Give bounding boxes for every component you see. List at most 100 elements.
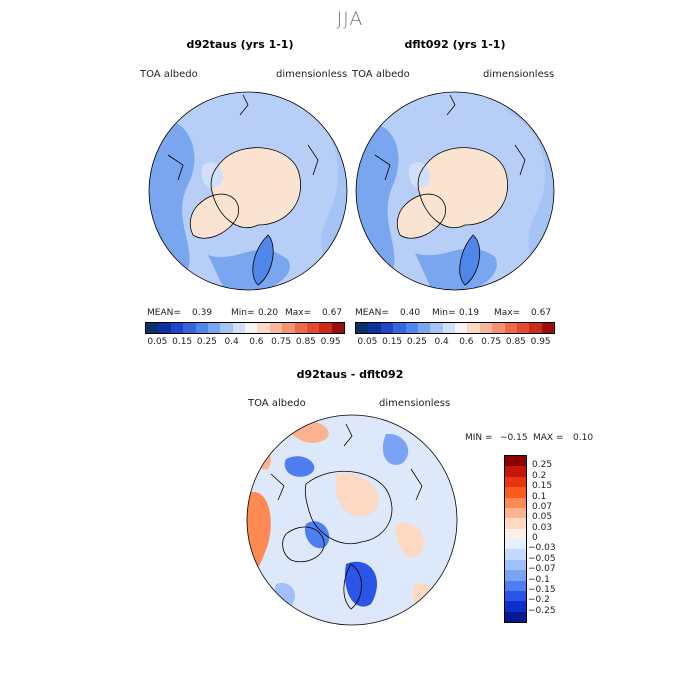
colorbar-swatch (380, 323, 394, 333)
colorbar-label: −0.05 (528, 553, 556, 564)
colorbar-swatch (455, 323, 468, 333)
panel2-colorbar-ticks: 0.05 0.15 0.25 0.4 0.6 0.75 0.85 0.95 (355, 337, 553, 349)
diff-max-label: MAX = (533, 433, 564, 443)
colorbar-swatch (356, 323, 369, 333)
panel2-max-value: 0.67 (531, 308, 552, 318)
colorbar-swatch (257, 323, 270, 333)
colorbar-tick-label: 0.25 (196, 337, 217, 347)
panel2-title: dflt092 (yrs 1-1) (404, 38, 506, 51)
panel1-colorbar (145, 322, 345, 334)
colorbar-swatch (405, 323, 418, 333)
colorbar-tick-label: 0.15 (382, 337, 403, 347)
colorbar-swatch (479, 323, 493, 333)
panel2-colorbar (355, 322, 555, 334)
diff-polar-map (246, 414, 458, 626)
colorbar-swatch (269, 323, 283, 333)
panel1-min-label: Min= (231, 308, 255, 318)
colorbar-swatch (505, 580, 526, 591)
colorbar-tick-label: 0.05 (147, 337, 168, 347)
diff-colorbar (504, 455, 527, 623)
colorbar-swatch (417, 323, 431, 333)
colorbar-tick-label: 0.6 (459, 337, 474, 347)
colorbar-label: 0.03 (532, 522, 553, 533)
colorbar-swatch (505, 601, 526, 612)
colorbar-tick-label: 0.25 (406, 337, 427, 347)
panel2-mean-value: 0.40 (400, 308, 421, 318)
colorbar-swatch (505, 456, 526, 467)
colorbar-tick-label: 0.75 (481, 337, 502, 347)
panel2-units-label: dimensionless (483, 69, 555, 80)
diff-min-label: MIN = (465, 433, 493, 443)
colorbar-swatch (232, 323, 245, 333)
colorbar-label: −0.15 (528, 584, 556, 595)
colorbar-label: 0.05 (532, 512, 553, 523)
colorbar-swatch (294, 323, 307, 333)
colorbar-label: −0.03 (528, 543, 556, 554)
diff-panel-title: d92taus - dflt092 (296, 368, 404, 381)
colorbar-swatch (319, 323, 332, 333)
colorbar-swatch (529, 323, 542, 333)
colorbar-swatch (442, 323, 455, 333)
colorbar-label: −0.1 (528, 574, 550, 585)
season-title: JJA (336, 8, 364, 30)
panel2-min-value: 0.19 (459, 308, 480, 318)
colorbar-tick-label: 0.95 (320, 337, 341, 347)
panel1-title: d92taus (yrs 1-1) (186, 38, 294, 51)
diff-max-value: 0.10 (573, 433, 594, 443)
colorbar-swatch (541, 323, 554, 333)
colorbar-tick-label: 0.85 (295, 337, 316, 347)
colorbar-swatch (170, 323, 184, 333)
panel1-max-label: Max= (285, 308, 312, 318)
colorbar-swatch (505, 549, 526, 560)
colorbar-label: −0.07 (528, 564, 556, 575)
colorbar-tick-label: 0.4 (224, 337, 239, 347)
colorbar-swatch (331, 323, 344, 333)
panel2-field-label: TOA albedo (352, 69, 410, 80)
colorbar-swatch (207, 323, 221, 333)
colorbar-swatch (430, 323, 443, 333)
colorbar-swatch (393, 323, 406, 333)
diff-units-label: dimensionless (379, 398, 451, 409)
colorbar-swatch (516, 323, 530, 333)
colorbar-swatch (183, 323, 196, 333)
panel1-units-label: dimensionless (276, 69, 348, 80)
diff-field-label: TOA albedo (248, 398, 306, 409)
panel2-max-label: Max= (494, 308, 521, 318)
panel1-colorbar-ticks: 0.05 0.15 0.25 0.4 0.6 0.75 0.85 0.95 (145, 337, 343, 349)
panel1-mean-value: 0.39 (192, 308, 213, 318)
colorbar-label: −0.2 (528, 595, 550, 606)
colorbar-swatch (245, 323, 258, 333)
colorbar-swatch (467, 323, 480, 333)
colorbar-swatch (368, 323, 381, 333)
colorbar-swatch (306, 323, 320, 333)
colorbar-swatch (492, 323, 505, 333)
panel2-min-label: Min= (432, 308, 456, 318)
colorbar-swatch (146, 323, 159, 333)
colorbar-tick-label: 0.15 (172, 337, 193, 347)
colorbar-swatch (505, 590, 526, 602)
colorbar-label: −0.25 (528, 605, 556, 616)
colorbar-swatch (282, 323, 295, 333)
colorbar-tick-label: 0.75 (271, 337, 292, 347)
diff-colorbar-labels: 0.25 0.2 0.15 0.1 0.07 0.05 0.03 0 −0.03 −0.05 −0.… (528, 455, 582, 621)
colorbar-label: 0.2 (532, 470, 547, 481)
colorbar-label: 0.25 (532, 460, 553, 471)
colorbar-swatch (505, 518, 526, 529)
colorbar-swatch (158, 323, 171, 333)
colorbar-swatch (505, 507, 526, 519)
colorbar-swatch (505, 466, 526, 477)
colorbar-swatch (505, 528, 526, 539)
panel1-field-label: TOA albedo (140, 69, 198, 80)
panel1-min-value: 0.20 (258, 308, 279, 318)
colorbar-tick-label: 0.85 (505, 337, 526, 347)
colorbar-label: 0.07 (532, 501, 553, 512)
panel1-polar-map (148, 91, 348, 291)
panel2-mean-label: MEAN= (355, 308, 389, 318)
colorbar-swatch (505, 539, 526, 550)
diff-min-value: −0.15 (500, 433, 528, 443)
colorbar-swatch (505, 570, 526, 581)
panel2-polar-map (355, 91, 555, 291)
colorbar-swatch (220, 323, 233, 333)
colorbar-tick-label: 0.6 (249, 337, 264, 347)
colorbar-label: 0.1 (532, 491, 547, 502)
